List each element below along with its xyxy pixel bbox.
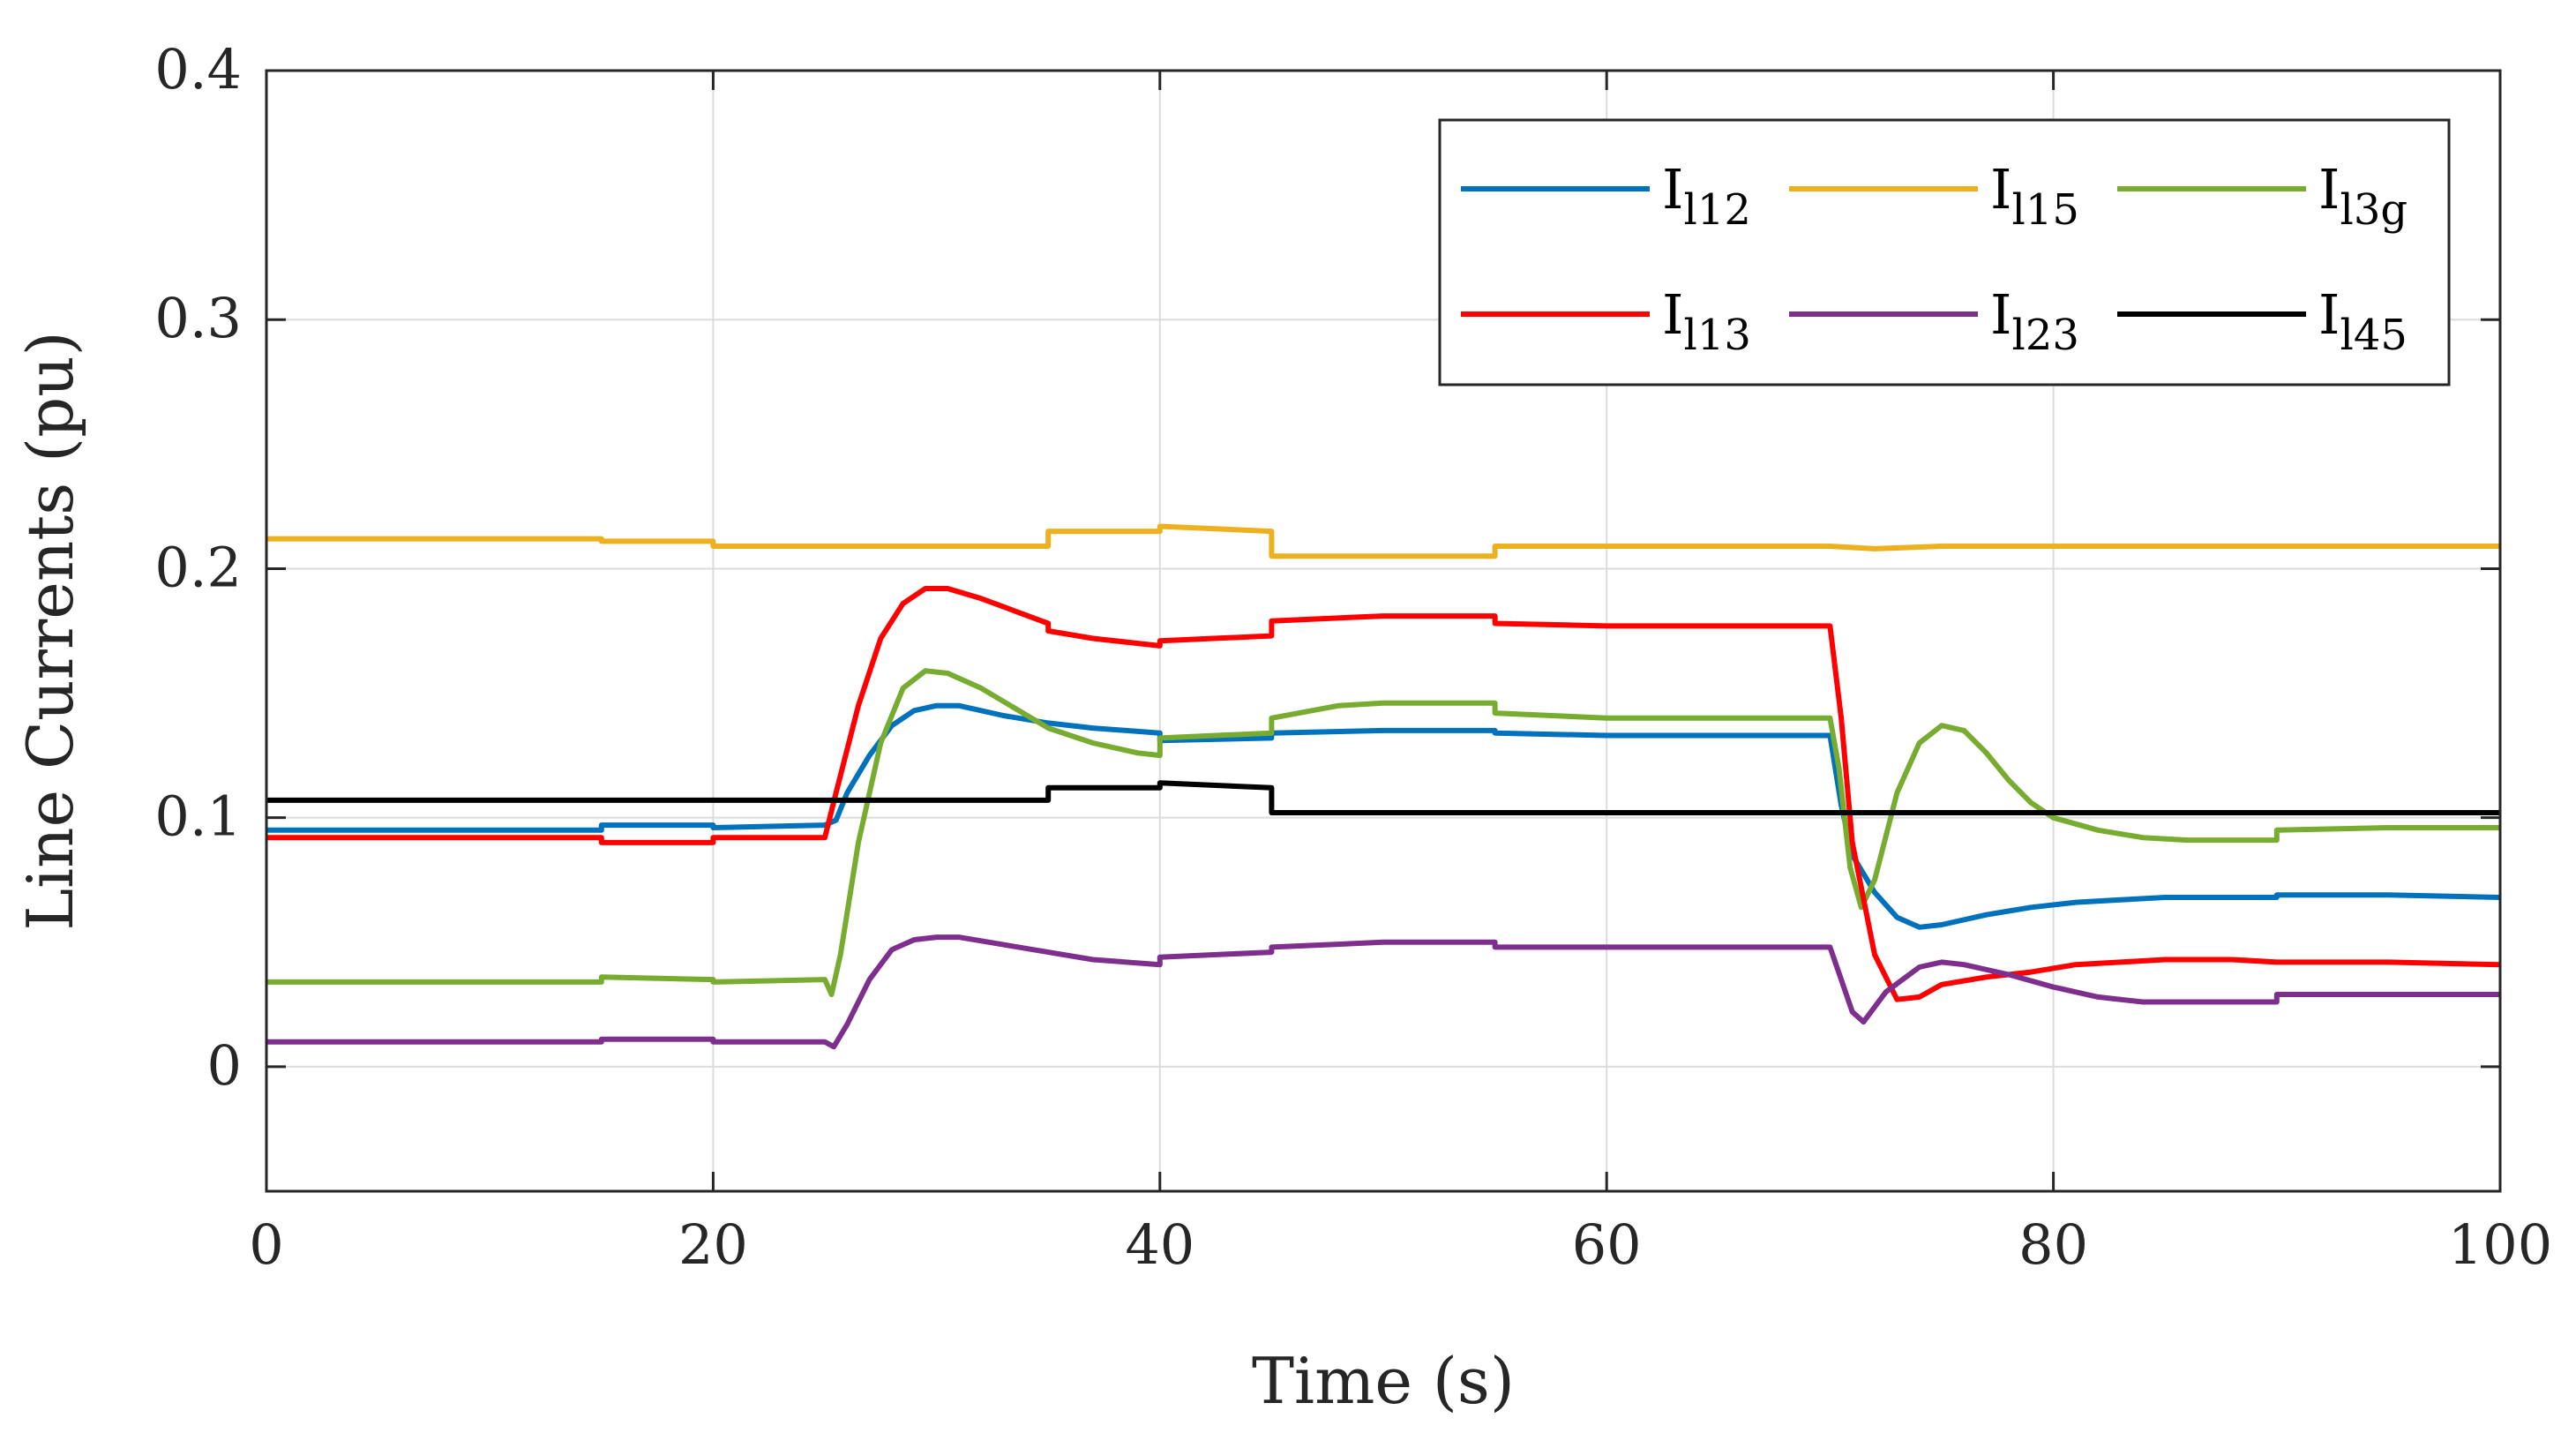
legend-label-l45: Il45: [2318, 282, 2408, 360]
series-line-l15: [266, 523, 2500, 559]
series-line-l12: [266, 702, 2501, 930]
x-tick-label: 80: [2018, 1212, 2088, 1277]
y-axis-title: Line Currents (pu): [13, 331, 87, 930]
series-line-l45: [266, 780, 2500, 815]
x-tick-label: 0: [249, 1212, 283, 1277]
y-tick-label: 0.4: [154, 37, 242, 101]
series-line-l23: [266, 934, 2500, 1050]
x-tick-label: 60: [1572, 1212, 1642, 1277]
legend-box: [1438, 118, 2451, 386]
legend-label-l23: Il23: [1990, 282, 2079, 360]
y-tick-label: 0.3: [154, 286, 242, 350]
y-tick-label: 0.1: [154, 784, 242, 849]
legend-label-l15: Il15: [1990, 157, 2079, 235]
legend-label-l12: Il12: [1662, 157, 1751, 235]
x-tick-label: 40: [1125, 1212, 1194, 1277]
series-line-l3g: [266, 668, 2500, 997]
legend: Il12 Il15 Il3g Il13 Il23 Il45: [1438, 118, 2451, 386]
x-tick-label: 100: [2448, 1212, 2552, 1277]
y-tick-label: 0: [207, 1033, 242, 1098]
x-axis-title: Time (s): [1252, 1344, 1515, 1418]
legend-label-l3g: Il3g: [2318, 157, 2408, 235]
y-tick-label: 0.2: [154, 535, 242, 599]
series-line-l13: [266, 586, 2501, 1002]
axis-ticks: 0 20 40 60 80 100 0 0.1 0.2 0.3 0.4: [154, 37, 2552, 1277]
x-tick-label: 20: [678, 1212, 748, 1277]
series-lines: [266, 523, 2501, 1050]
plot-area-border: [265, 69, 2502, 1193]
legend-label-l13: Il13: [1662, 282, 1751, 360]
